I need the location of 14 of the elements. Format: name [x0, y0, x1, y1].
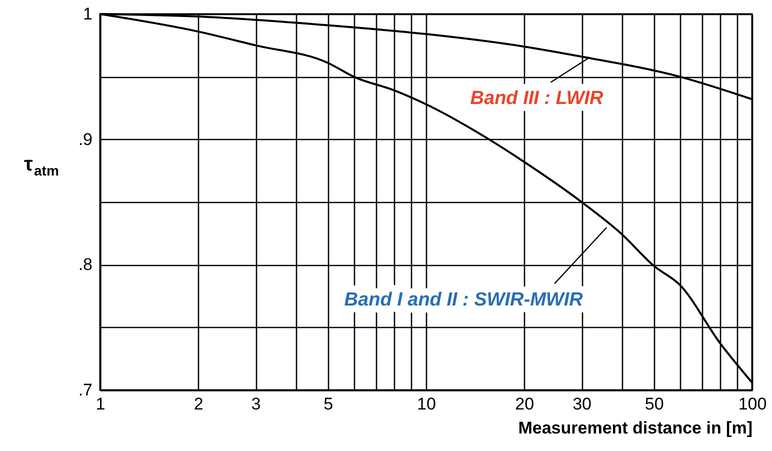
x-tick-label: 100 [738, 394, 767, 414]
y-tick-label: 1 [83, 4, 92, 24]
y-tick-label: .8 [78, 255, 92, 274]
x-tick-label: 2 [194, 394, 204, 414]
x-axis-title: Measurement distance in [m] [518, 418, 752, 438]
x-tick-label: 5 [324, 394, 334, 414]
x-tick-label: 30 [572, 394, 592, 414]
x-tick-label: 50 [644, 394, 664, 414]
x-tick-label: 1 [96, 394, 106, 414]
x-tick-label: 10 [417, 394, 436, 414]
x-tick-label: 20 [515, 394, 534, 414]
y-tick-label: .7 [78, 380, 92, 400]
x-tick-label: 3 [251, 394, 261, 414]
y-tick-label: .9 [78, 130, 92, 149]
